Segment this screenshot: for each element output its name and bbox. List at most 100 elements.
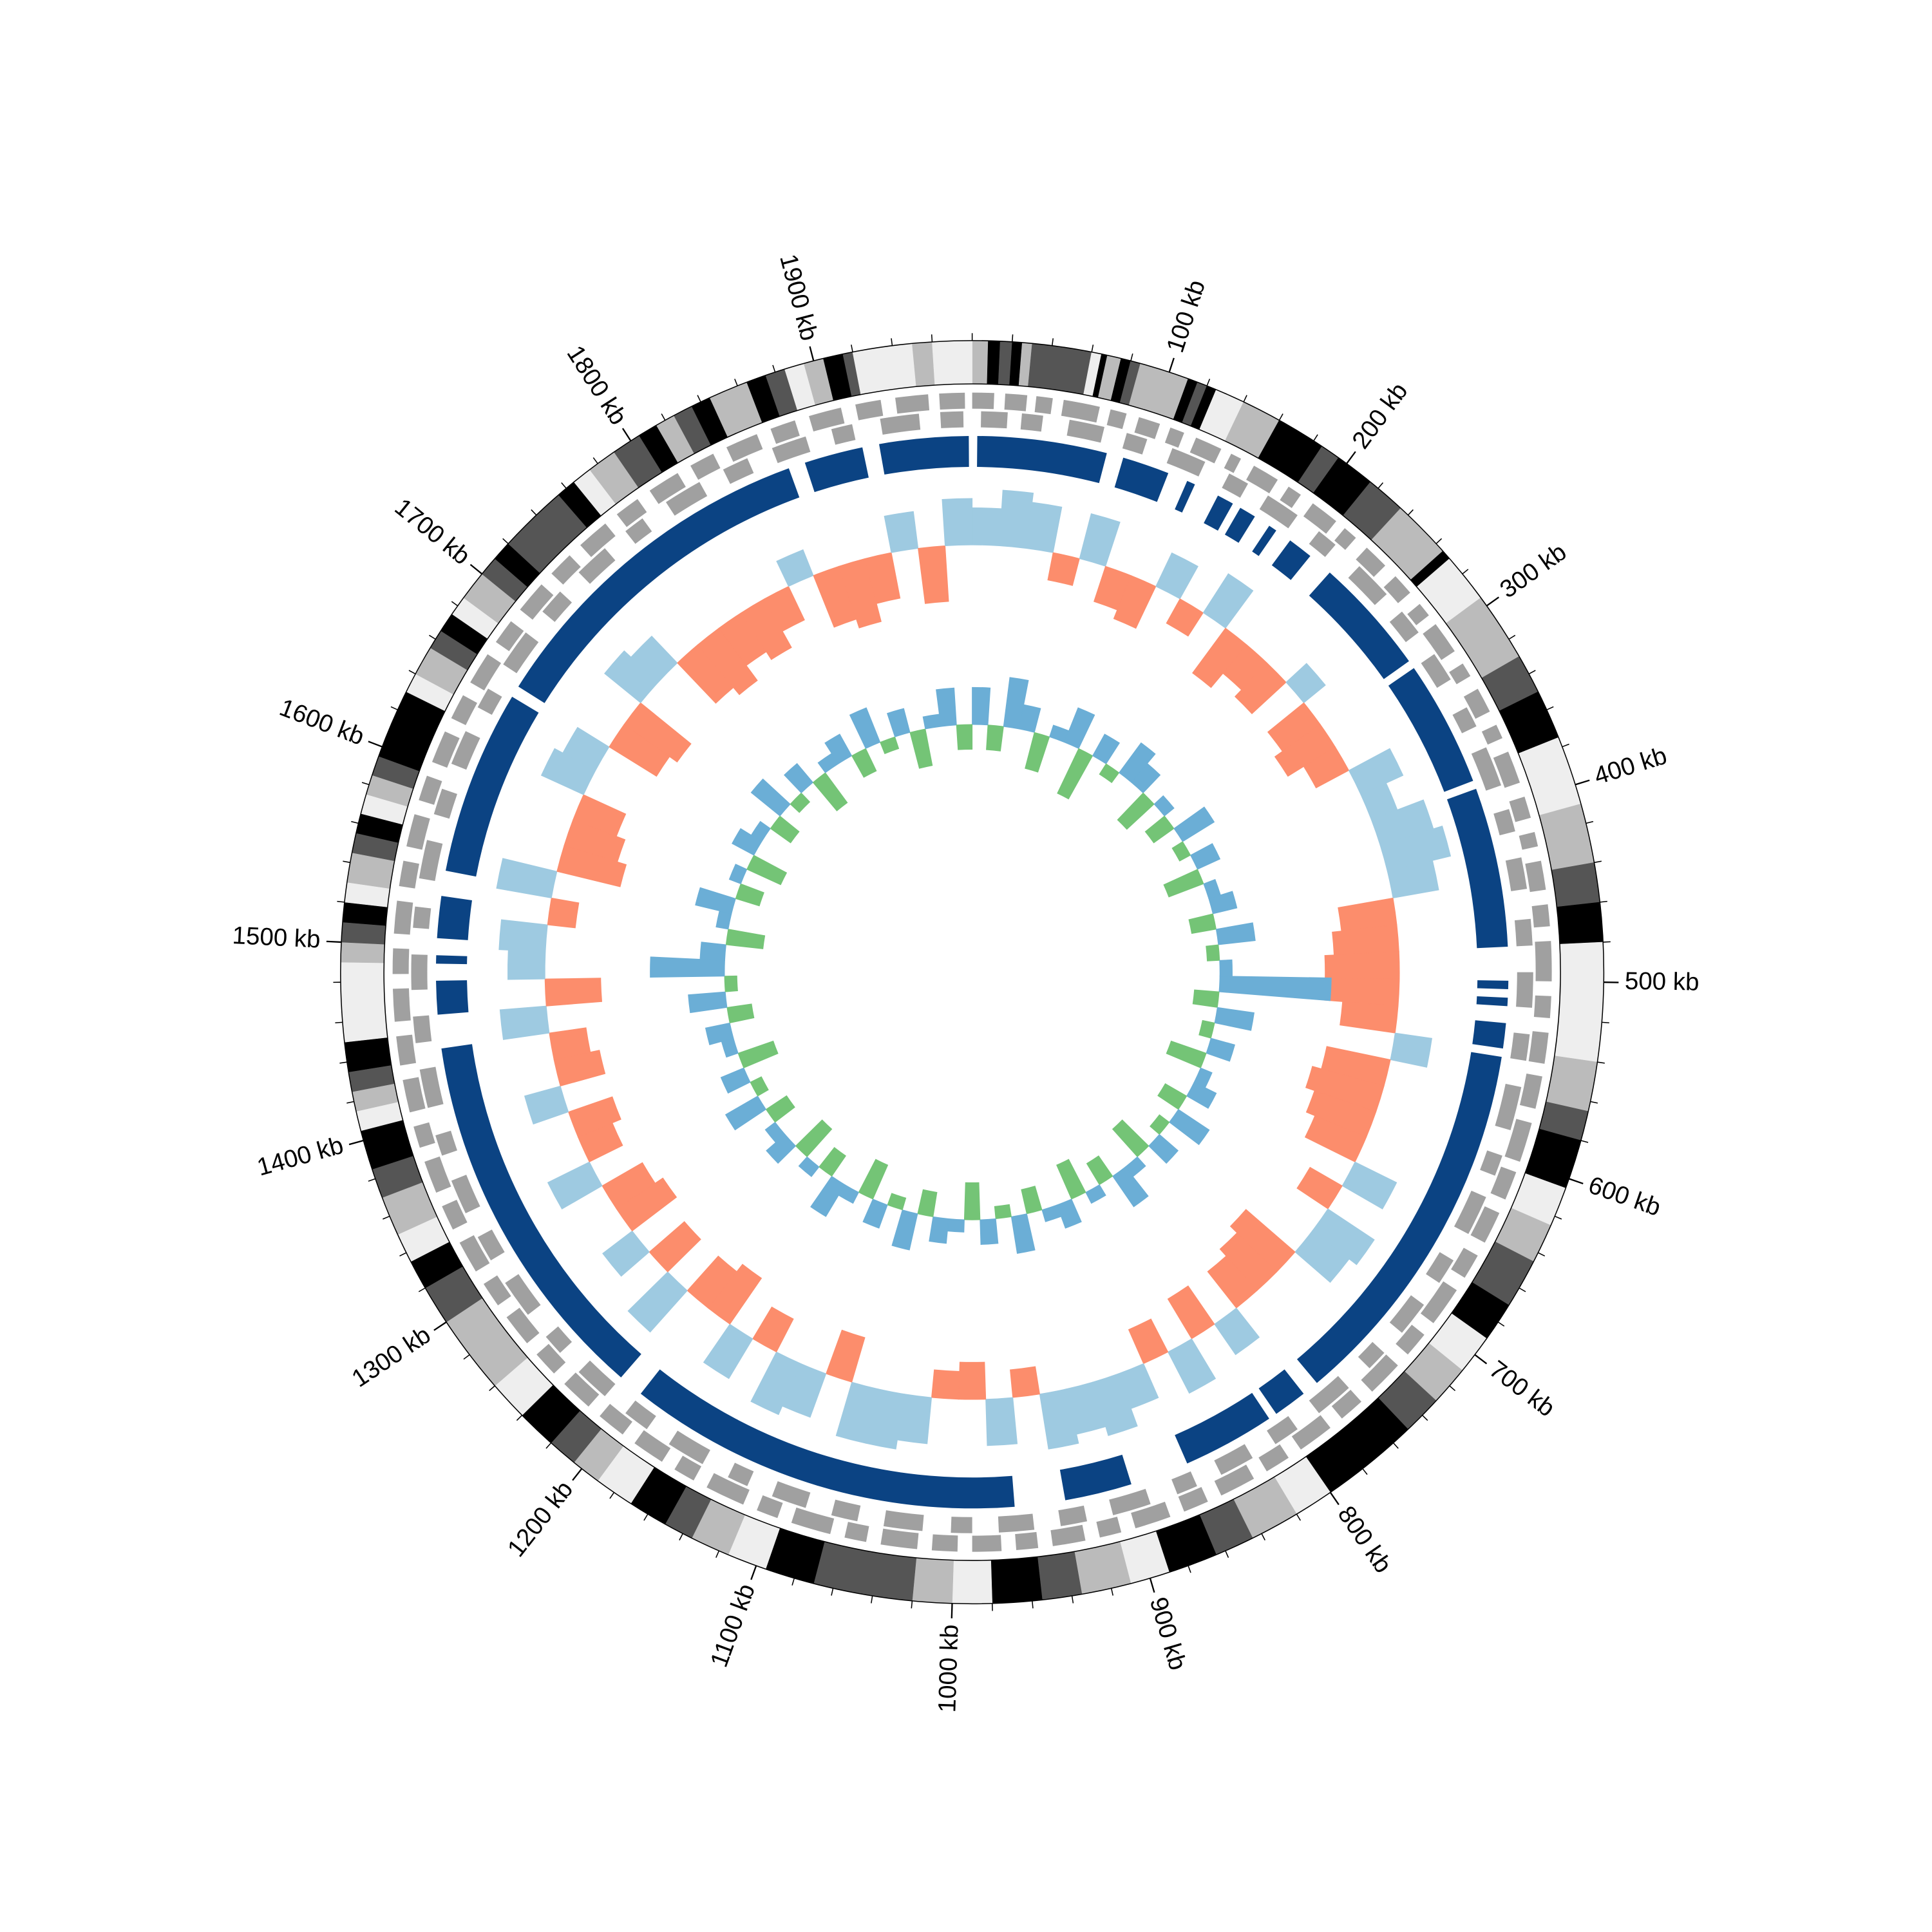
band: [990, 1557, 1043, 1604]
minor-tick: [1091, 345, 1094, 352]
gene: [545, 1326, 573, 1353]
major-tick: [1346, 451, 1356, 464]
gene: [940, 411, 964, 428]
gene: [406, 814, 430, 850]
skew-bar: [687, 1255, 737, 1309]
band: [1028, 343, 1092, 395]
gc-bar: [795, 1119, 833, 1157]
gc-bar: [1206, 1037, 1235, 1062]
skew-bar: [1323, 977, 1400, 1007]
block: [441, 1044, 641, 1378]
minor-tick: [1528, 670, 1536, 675]
gene: [791, 1507, 835, 1535]
gene: [578, 548, 616, 584]
skew-bar: [918, 545, 949, 604]
minor-tick: [1130, 353, 1133, 361]
gene: [1015, 1531, 1039, 1551]
gc-bar: [1085, 1184, 1106, 1204]
skew-bar: [776, 549, 814, 587]
gc-bar: [1214, 1007, 1255, 1031]
minor-tick: [1586, 820, 1594, 824]
tick-label: 400 kb: [1591, 742, 1670, 790]
gc-bar: [1112, 1119, 1150, 1157]
minor-tick: [1032, 1600, 1034, 1609]
gene: [1171, 1471, 1197, 1495]
minor-tick: [643, 1513, 649, 1521]
gene: [477, 1229, 505, 1261]
tick-label: 1900 kb: [774, 251, 823, 343]
band: [1551, 862, 1600, 907]
skew-bar: [707, 1264, 762, 1325]
gc-bar: [1063, 707, 1095, 749]
block: [1472, 1020, 1506, 1049]
gc-bar: [726, 1003, 755, 1023]
gene: [972, 1535, 1002, 1552]
block: [1175, 1392, 1269, 1464]
gc-bar: [986, 724, 1004, 752]
gc-bar: [886, 708, 911, 737]
gc-bar: [812, 772, 848, 811]
tick-label: 100 kb: [1161, 277, 1211, 356]
minor-tick: [791, 1578, 795, 1586]
skew-bar: [931, 1369, 960, 1400]
gene: [402, 1077, 426, 1113]
gene: [1528, 1031, 1549, 1064]
gene: [625, 1400, 656, 1430]
gene: [668, 1430, 710, 1464]
gene: [674, 1455, 702, 1481]
minor-tick: [346, 1101, 354, 1104]
skew-bar: [1128, 1318, 1169, 1365]
band: [932, 340, 972, 386]
skew-bar: [507, 949, 546, 980]
gc-bar: [1150, 1114, 1170, 1135]
gene: [459, 1235, 490, 1272]
gene: [1259, 495, 1298, 529]
gene: [1096, 1517, 1122, 1538]
gene: [1131, 1501, 1171, 1529]
minor-tick: [1462, 569, 1469, 574]
gc-bar: [1186, 1081, 1217, 1109]
gc-bar: [1157, 1083, 1188, 1110]
gene: [506, 1307, 540, 1343]
gene: [1519, 831, 1539, 850]
gene: [1061, 399, 1100, 423]
gc-bar: [849, 707, 881, 749]
skew-bar: [1167, 1338, 1217, 1394]
gene: [1490, 1166, 1517, 1200]
gene: [1178, 1486, 1208, 1512]
gene: [1495, 1083, 1522, 1131]
skew-bar: [524, 1085, 569, 1125]
gene: [1258, 1444, 1289, 1472]
skew-bar: [764, 585, 805, 632]
gc-bar: [1206, 944, 1220, 961]
gene: [1389, 1295, 1425, 1333]
gene: [470, 654, 502, 691]
block: [518, 468, 800, 703]
minor-tick: [1243, 395, 1247, 402]
minor-tick: [1188, 1565, 1191, 1573]
gene: [831, 424, 856, 445]
skew-bar: [547, 897, 580, 929]
skew-bar: [1324, 951, 1400, 980]
gc-bar: [695, 887, 736, 914]
major-tick: [1329, 1492, 1340, 1506]
minor-tick: [851, 345, 853, 352]
major-tick: [1168, 357, 1175, 373]
gene: [1480, 1150, 1502, 1176]
minor-tick: [502, 538, 509, 544]
minor-tick: [1012, 334, 1014, 342]
gene: [564, 1372, 600, 1407]
gc-bar: [1148, 1133, 1179, 1164]
gene: [1470, 1206, 1500, 1243]
gc-bar: [1117, 792, 1155, 830]
block: [1309, 573, 1409, 679]
gene: [880, 413, 921, 435]
skew-bar: [623, 702, 692, 763]
gene: [1246, 466, 1278, 494]
skew-bar: [1047, 552, 1080, 586]
gc-bar: [947, 1218, 965, 1233]
gene: [451, 1175, 480, 1214]
minor-tick: [931, 334, 933, 342]
major-tick: [1486, 596, 1499, 607]
block: [436, 980, 469, 1015]
